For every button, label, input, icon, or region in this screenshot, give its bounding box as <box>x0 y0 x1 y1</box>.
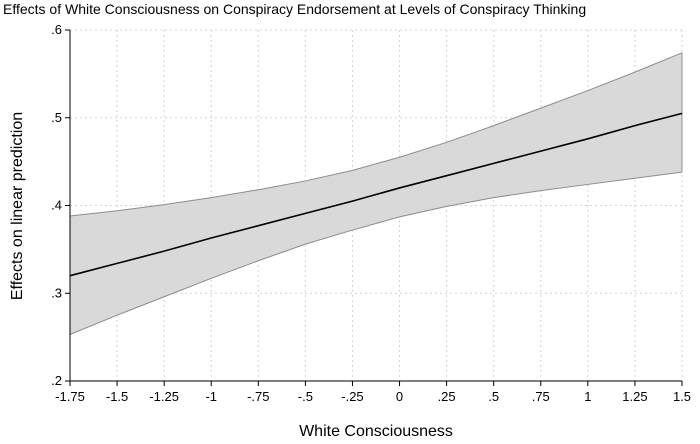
x-tick-label: -.25 <box>341 389 363 404</box>
y-tick-label: .4 <box>51 198 62 213</box>
x-tick-label: -1.5 <box>106 389 128 404</box>
x-tick-label: .25 <box>438 389 456 404</box>
x-ticks: -1.75 -1.5 -1.25 -1 -.75 -.5 -.25 0 .25 .5 .75 1 1.2… <box>55 381 691 404</box>
x-tick-label: 1 <box>584 389 591 404</box>
ci-upper-bound <box>69 52 683 217</box>
y-tick-label: .6 <box>51 22 62 37</box>
x-axis-title: White Consciousness <box>299 423 453 439</box>
confidence-band <box>70 52 682 335</box>
x-tick-label: 0 <box>396 389 403 404</box>
chart-title: Effects of White Consciousness on Conspi… <box>3 1 586 17</box>
prediction-line <box>69 112 683 277</box>
y-ticks: .2 .3 .4 .5 .6 <box>51 22 70 388</box>
x-tick-label: -.75 <box>247 389 269 404</box>
ci-lower-bound <box>69 171 683 335</box>
x-tick-label: .75 <box>532 389 550 404</box>
y-tick-label: .5 <box>51 110 62 125</box>
y-tick-label: .3 <box>51 285 62 300</box>
x-tick-label: -.5 <box>298 389 313 404</box>
y-axis-title: Effects on linear prediction <box>9 112 26 300</box>
x-tick-label: -1 <box>205 389 217 404</box>
y-tick-label: .2 <box>51 373 62 388</box>
x-tick-label: 1.5 <box>673 389 691 404</box>
x-tick-label: 1.25 <box>622 389 647 404</box>
x-tick-label: -1.75 <box>55 389 85 404</box>
x-tick-label: .5 <box>488 389 499 404</box>
prediction-line-group <box>69 112 683 277</box>
x-tick-label: -1.25 <box>149 389 179 404</box>
confidence-band-group <box>69 52 683 335</box>
